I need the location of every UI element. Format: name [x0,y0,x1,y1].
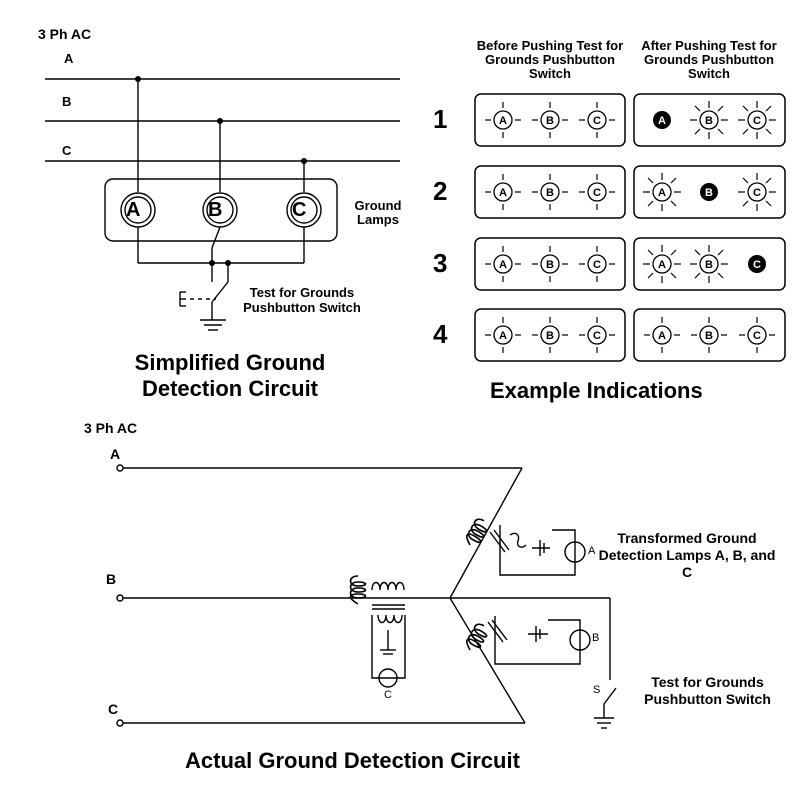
xfmr-lamp-c-letter: C [384,689,392,701]
after-lamp-a: A [643,316,681,354]
xfmr-lamp-b-letter: B [592,632,600,644]
phase-b-label: B [62,94,72,109]
lamp-letter: A [499,187,507,199]
lamp-letter: B [705,259,713,271]
lamp-letter: C [753,187,761,199]
after-lamp-a: A [653,111,671,129]
after-lamp-b: B [689,244,729,284]
after-lamp-c: C [738,316,776,354]
actual-supply-label: 3 Ph AC [84,420,138,436]
before-lamp-a: A [484,101,522,139]
lamp-letter: A [658,259,666,271]
before-lamp-b: B [531,245,569,283]
before-lamp-b: B [531,316,569,354]
lamp-a-label: A [126,199,141,221]
actual-phase-c-label: C [108,701,119,717]
lamp-letter: C [753,330,761,342]
after-lamp-c: C [748,255,766,273]
before-lamp-b: B [531,101,569,139]
before-lamp-c: C [578,316,616,354]
phase-c-label: C [62,143,72,158]
row-number-2: 2 [433,176,448,206]
transformed-lamps-label: Transformed Ground Detection Lamps A, B,… [598,530,776,580]
before-lamp-c: C [578,173,616,211]
row-number-4: 4 [433,319,448,349]
lamp-letter: C [753,115,761,127]
simplified-title: Simplified Ground Detection Circuit [134,350,326,401]
simplified-switch-label: Test for Grounds Pushbutton Switch [243,285,361,315]
before-header: Before Pushing Test for Grounds Pushbutt… [476,38,624,81]
lamp-letter: C [593,187,601,199]
lamp-letter: B [546,330,554,342]
indications-title: Example Indications [490,378,703,403]
lamp-letter: B [546,115,554,127]
lamp-letter: B [546,259,554,271]
lamp-c-label: C [292,199,307,221]
actual-phase-a-label: A [110,446,121,462]
row-number-1: 1 [433,104,448,134]
lamp-letter: A [499,259,507,271]
lamp-letter: A [499,330,507,342]
actual-switch-label: Test for Grounds Pushbutton Switch [644,674,771,707]
lamp-letter: C [753,259,761,271]
xfmr-lamp-a-letter: A [588,545,596,557]
phase-a-label: A [64,51,74,66]
after-lamp-c: C [737,100,777,140]
lamp-letter: B [705,115,713,127]
before-lamp-a: A [484,245,522,283]
after-lamp-a: A [642,172,682,212]
before-lamp-a: A [484,173,522,211]
after-lamp-b: B [700,183,718,201]
simplified-circuit [45,78,400,331]
row-number-3: 3 [433,248,448,278]
lamp-letter: B [705,187,713,199]
lamp-letter: C [593,259,601,271]
actual-circuit [116,464,617,729]
after-lamp-b: B [689,100,729,140]
ground-lamps-label: Ground Lamps [354,198,402,227]
before-lamp-c: C [578,101,616,139]
actual-title: Actual Ground Detection Circuit [185,748,520,773]
before-lamp-b: B [531,173,569,211]
after-header: After Pushing Test for Grounds Pushbutto… [641,38,777,81]
lamp-letter: C [593,330,601,342]
indication-boxes [474,93,786,362]
simplified-supply-label: 3 Ph AC [38,26,92,42]
lamp-letter: B [705,330,713,342]
lamp-box [104,178,338,242]
switch-letter: S [593,684,601,696]
actual-phase-b-label: B [106,571,117,587]
indication-lamps: A A B B C C A A B B C C A A B B C C A A B B C C [484,100,777,354]
lamp-b-label: B [208,199,223,221]
after-lamp-c: C [737,172,777,212]
lamp-letter: A [658,330,666,342]
lamp-letter: A [658,115,666,127]
before-lamp-c: C [578,245,616,283]
after-lamp-b: B [690,316,728,354]
lamp-letter: C [593,115,601,127]
lamp-letter: A [499,115,507,127]
lamp-letter: A [658,187,666,199]
lamp-letter: B [546,187,554,199]
before-lamp-a: A [484,316,522,354]
after-lamp-a: A [642,244,682,284]
